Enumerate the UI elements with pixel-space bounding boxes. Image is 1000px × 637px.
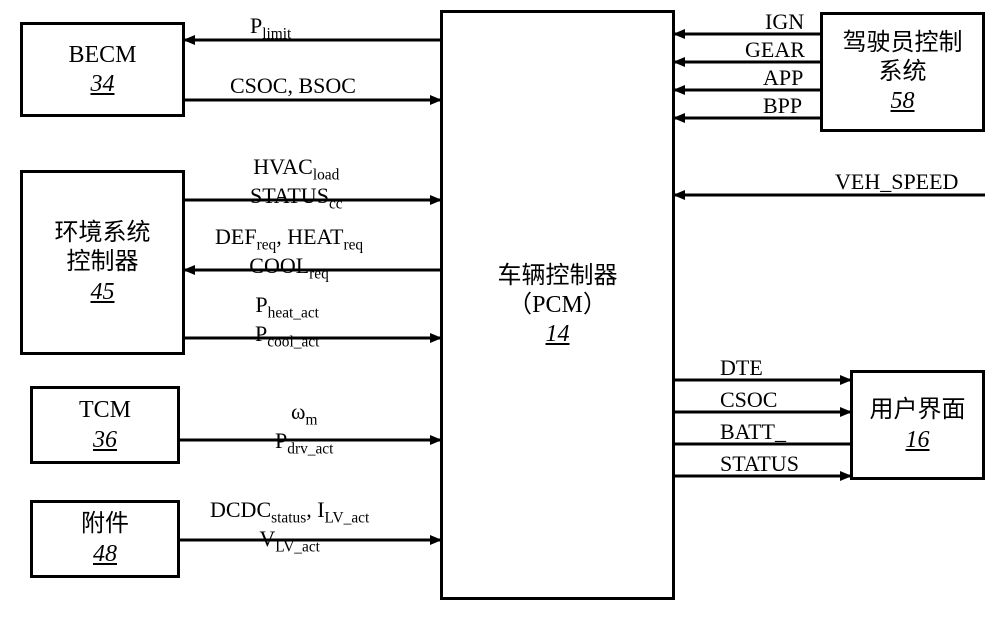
signal-status: STATUS [720, 452, 799, 475]
signal-batt: BATT_ [720, 420, 786, 443]
user-interface-label: 用户界面 [870, 396, 966, 425]
signal-gear: GEAR [745, 38, 805, 61]
env-controller-box: 环境系统 控制器 45 [20, 170, 185, 355]
signal-omega: ωmPdrv_act [275, 400, 333, 457]
user-interface-num: 16 [906, 427, 930, 454]
signal-app: APP [763, 66, 803, 89]
driver-control-box: 驾驶员控制 系统 58 [820, 12, 985, 132]
signal-plimit: Plimit [250, 14, 291, 43]
signal-def-heat: DEFreq, HEATreqCOOLreq [215, 225, 363, 282]
env-controller-label: 环境系统 控制器 [55, 219, 151, 277]
tcm-num: 36 [93, 427, 117, 454]
becm-label: BECM [68, 41, 136, 70]
signal-csoc: CSOC [720, 388, 777, 411]
signal-bpp: BPP [763, 94, 802, 117]
env-controller-num: 45 [91, 279, 115, 306]
pcm-num: 14 [546, 321, 570, 348]
signal-p-act: Pheat_actPcool_act [255, 293, 319, 350]
tcm-label: TCM [79, 396, 131, 425]
signal-dte: DTE [720, 356, 763, 379]
user-interface-box: 用户界面 16 [850, 370, 985, 480]
tcm-box: TCM 36 [30, 386, 180, 464]
signal-dcdc: DCDCstatus, ILV_actVLV_act [210, 498, 369, 555]
accessories-label: 附件 [81, 510, 129, 539]
accessories-num: 48 [93, 541, 117, 568]
signal-csoc-bsoc: CSOC, BSOC [230, 74, 356, 97]
driver-control-label: 驾驶员控制 系统 [843, 29, 963, 87]
becm-num: 34 [91, 71, 115, 98]
signal-hvac: HVACloadSTATUScc [250, 155, 343, 212]
signal-veh-speed: VEH_SPEED [835, 170, 958, 193]
signal-ign: IGN [765, 10, 804, 33]
pcm-box: 车辆控制器 （PCM） 14 [440, 10, 675, 600]
pcm-label: 车辆控制器 （PCM） [498, 262, 618, 320]
accessories-box: 附件 48 [30, 500, 180, 578]
becm-box: BECM 34 [20, 22, 185, 117]
driver-control-num: 58 [891, 88, 915, 115]
